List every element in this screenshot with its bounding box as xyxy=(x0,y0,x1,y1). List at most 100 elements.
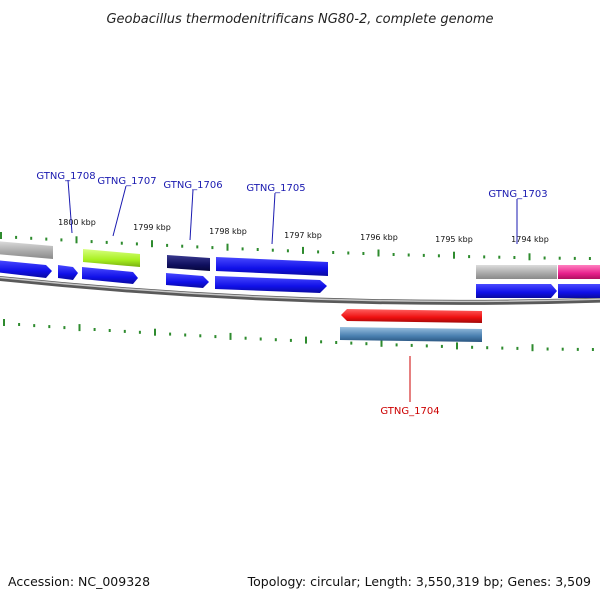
tick-row-bottom xyxy=(3,319,594,352)
gene-feature-grey-left[interactable] xyxy=(0,241,53,259)
scale-tick xyxy=(392,253,395,256)
gene-label-gtng-1706[interactable]: GTNG_1706 xyxy=(163,180,222,191)
scale-tick xyxy=(335,341,338,344)
scale-tick xyxy=(440,344,443,348)
scale-tick xyxy=(320,340,323,344)
scale-tick xyxy=(108,329,111,332)
scale-tick xyxy=(377,249,380,257)
genome-backbone xyxy=(0,275,600,305)
cds-arrow-reverse-gtng-1704[interactable] xyxy=(341,309,482,323)
cds-arrow-2[interactable] xyxy=(58,265,78,280)
leader-gtng-1707 xyxy=(112,185,127,237)
scale-tick xyxy=(48,325,51,329)
leader-gtng-1706 xyxy=(189,189,194,241)
scale-tick xyxy=(561,347,564,351)
scale-tick xyxy=(516,346,519,350)
scale-tick xyxy=(513,256,516,259)
cds-arrow-1[interactable] xyxy=(0,260,52,278)
gene-feature-gtng-1703[interactable] xyxy=(476,265,557,279)
leader-gtng-1708 xyxy=(67,179,73,234)
scale-tick xyxy=(211,246,214,250)
scale-tick xyxy=(93,328,96,331)
gene-label-gtng-1703[interactable]: GTNG_1703 xyxy=(488,189,547,200)
scale-tick xyxy=(226,243,229,251)
scale-tick xyxy=(123,329,126,333)
scale-tick xyxy=(576,347,579,351)
scale-tick xyxy=(3,319,5,326)
scale-tick xyxy=(169,332,172,336)
scale-tick xyxy=(60,238,63,242)
scale-tick xyxy=(184,333,187,337)
scale-tick xyxy=(289,338,292,342)
scale-tick xyxy=(241,247,244,251)
kbp-label-1795: 1795 kbp xyxy=(435,235,473,244)
scale-tick xyxy=(90,240,93,244)
scale-tick xyxy=(498,255,501,259)
gene-feature-gtng-1706[interactable] xyxy=(167,255,210,271)
scale-tick xyxy=(317,250,320,254)
scale-tick xyxy=(166,243,169,247)
gene-label-gtng-1707[interactable]: GTNG_1707 xyxy=(97,176,156,187)
kbp-label-1798: 1798 kbp xyxy=(209,227,247,236)
scale-tick xyxy=(15,235,18,239)
scale-tick xyxy=(468,255,471,259)
scale-tick xyxy=(271,248,274,252)
cds-arrow-7[interactable] xyxy=(558,284,600,298)
scale-tick xyxy=(199,334,202,338)
scale-tick xyxy=(483,255,486,259)
accession-text: Accession: NC_009328 xyxy=(8,574,150,589)
cds-arrow-5[interactable] xyxy=(215,276,327,293)
scale-tick xyxy=(422,253,425,257)
scale-tick xyxy=(365,342,368,346)
scale-tick xyxy=(486,346,489,350)
cds-arrow-4[interactable] xyxy=(166,273,209,288)
scale-tick xyxy=(456,342,458,350)
scale-tick xyxy=(256,248,259,251)
scale-tick xyxy=(588,257,591,260)
scale-tick xyxy=(105,240,108,244)
kbp-label-1796: 1796 kbp xyxy=(360,233,398,242)
scale-tick xyxy=(531,344,534,352)
scale-tick xyxy=(286,249,289,253)
scale-tick xyxy=(471,345,474,349)
genome-summary-text: Topology: circular; Length: 3,550,319 bp… xyxy=(247,574,591,589)
kbp-label-1799: 1799 kbp xyxy=(133,223,171,232)
scale-tick xyxy=(332,251,335,254)
scale-tick xyxy=(154,328,156,336)
scale-tick xyxy=(558,256,561,260)
scale-tick xyxy=(259,337,262,341)
scale-tick xyxy=(214,335,217,339)
leader-gtng-1705 xyxy=(271,192,276,245)
kbp-label-1800: 1800 kbp xyxy=(58,218,96,227)
kbp-label-1794: 1794 kbp xyxy=(511,235,549,244)
scale-tick xyxy=(546,347,549,351)
gene-feature-gtng-1705[interactable] xyxy=(216,257,328,276)
scale-tick xyxy=(591,348,594,351)
scale-tick xyxy=(453,251,455,259)
gene-feature-magenta-right[interactable] xyxy=(558,265,600,279)
scale-tick xyxy=(196,245,199,249)
scale-tick xyxy=(0,232,2,239)
scale-tick xyxy=(181,244,184,248)
gene-feature-gtng-1704[interactable] xyxy=(340,327,482,342)
scale-tick xyxy=(274,338,277,342)
scale-tick xyxy=(543,256,546,260)
scale-tick xyxy=(437,254,440,258)
scale-tick xyxy=(410,343,413,347)
scale-tick xyxy=(573,256,576,260)
cds-arrow-6[interactable] xyxy=(476,284,557,298)
scale-tick xyxy=(350,341,353,345)
gene-label-gtng-1705[interactable]: GTNG_1705 xyxy=(246,183,305,194)
tick-row-top xyxy=(0,232,591,261)
scale-tick xyxy=(362,252,365,255)
scale-tick xyxy=(78,324,81,332)
scale-tick xyxy=(302,246,304,254)
gene-label-gtng-1704[interactable]: GTNG_1704 xyxy=(380,406,439,417)
scale-tick xyxy=(347,251,350,255)
gene-feature-gtng-1707[interactable] xyxy=(83,249,140,267)
cds-arrow-3[interactable] xyxy=(82,267,138,284)
gene-label-gtng-1708[interactable]: GTNG_1708 xyxy=(36,171,95,182)
scale-tick xyxy=(501,346,504,350)
scale-tick xyxy=(380,339,383,347)
